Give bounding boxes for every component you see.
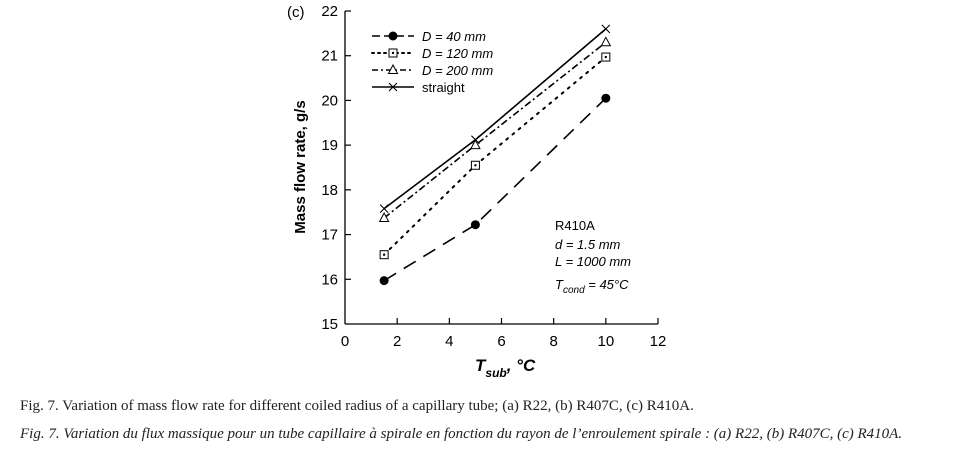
- data-point: [470, 139, 481, 150]
- x-tick-label: 8: [549, 333, 557, 350]
- legend-label: D = 200 mm: [422, 63, 493, 78]
- caption-french: Fig. 7. Variation du flux massique pour …: [20, 426, 903, 442]
- data-point: [470, 160, 480, 170]
- x-tick-label: 10: [597, 333, 614, 350]
- legend-marker: [388, 82, 398, 92]
- x-tick-label: 2: [393, 333, 401, 350]
- data-point: [470, 220, 480, 230]
- x-tick-label: 4: [445, 333, 453, 350]
- y-tick-label: 15: [321, 316, 338, 333]
- annotation-block: R410A d = 1.5 mm L = 1000 mm Tcond = 45°…: [555, 218, 631, 296]
- caption-english: Fig. 7. Variation of mass flow rate for …: [20, 398, 694, 414]
- data-point: [600, 36, 612, 47]
- legend-marker-dot: [391, 51, 395, 55]
- data-point: [379, 250, 389, 260]
- mass-flow-chart: (c) 0 2 4 6 8 10 12 15 16 17 18 19 20 21 22 Mass flow…: [287, 3, 667, 380]
- legend-marker: [387, 63, 399, 74]
- y-ticks: 15 16 17 18 19 20 21 22: [321, 3, 351, 333]
- y-tick-label: 21: [321, 48, 338, 65]
- y-tick-label: 16: [321, 271, 338, 288]
- data-point-dot: [604, 55, 608, 59]
- annotation-length: L = 1000 mm: [555, 254, 631, 269]
- annotation-tcond-main: T: [555, 277, 564, 292]
- y-tick-label: 19: [321, 137, 338, 154]
- series-1: [379, 52, 611, 260]
- series-layer: [378, 24, 612, 286]
- series-line: [383, 28, 607, 210]
- y-tick-label: 17: [321, 227, 338, 244]
- x-ticks: 0 2 4 6 8 10 12: [341, 318, 667, 350]
- y-axis-label: Mass flow rate, g/s: [292, 100, 309, 233]
- y-tick-label: 20: [321, 92, 338, 109]
- series-line: [383, 97, 607, 282]
- x-tick-label: 12: [650, 333, 667, 350]
- series-0: [379, 93, 611, 286]
- legend-marker: [388, 31, 398, 41]
- legend-label: straight: [422, 80, 465, 95]
- data-point-dot: [474, 164, 477, 167]
- legend-marker: [388, 48, 398, 58]
- annotation-diameter: d = 1.5 mm: [555, 237, 621, 252]
- data-point: [601, 93, 611, 103]
- x-tick-label: 6: [497, 333, 505, 350]
- series-3: [379, 24, 611, 214]
- y-tick-label: 18: [321, 182, 338, 199]
- x-tick-label: 0: [341, 333, 349, 350]
- x-axis-label-sub: sub: [485, 366, 506, 380]
- data-point: [601, 52, 611, 62]
- data-point: [378, 211, 390, 223]
- y-tick-label: 22: [321, 3, 338, 20]
- annotation-tcond-value: = 45°C: [585, 277, 629, 292]
- x-axis-label-main: T: [475, 356, 487, 375]
- series-2: [378, 36, 612, 223]
- annotation-refrigerant: R410A: [555, 218, 595, 233]
- legend-label: D = 40 mm: [422, 29, 486, 44]
- data-point: [379, 204, 389, 214]
- annotation-tcond: Tcond = 45°C: [555, 277, 629, 296]
- data-point: [471, 135, 480, 145]
- x-axis-label-unit: , °C: [506, 356, 536, 375]
- legend-label: D = 120 mm: [422, 46, 493, 61]
- legend: D = 40 mm D = 120 mm D = 200 mm straight: [371, 29, 493, 95]
- data-point-dot: [382, 253, 386, 256]
- annotation-tcond-sub: cond: [563, 285, 585, 296]
- data-point: [379, 276, 389, 286]
- x-axis-label: Tsub, °C: [475, 356, 536, 380]
- panel-label: (c): [287, 4, 305, 21]
- data-point: [601, 24, 611, 34]
